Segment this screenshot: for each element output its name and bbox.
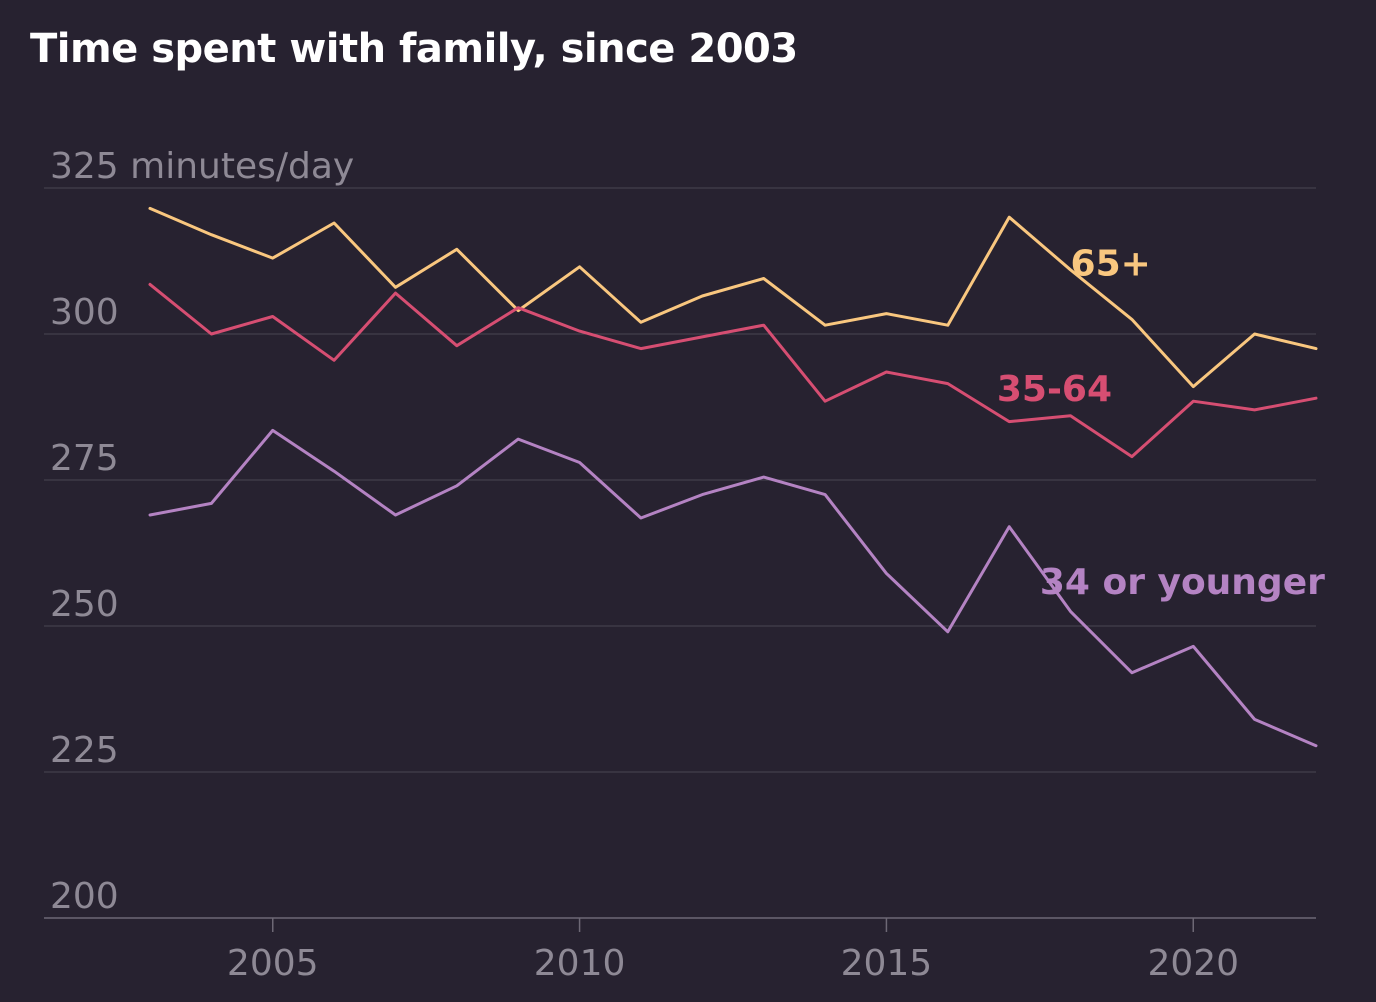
x-tick-label: 2015 [841, 943, 933, 984]
series-labels: 65+ 35-64 34 or younger [997, 244, 1325, 603]
series-line-34-or-younger [148, 428, 1318, 748]
y-tick-label: 275 [50, 438, 119, 479]
x-tick-label: 2010 [534, 943, 626, 984]
gridlines [44, 187, 1316, 919]
chart-title: Time spent with family, since 2003 [30, 26, 798, 72]
series-line-65 [148, 206, 1318, 389]
y-axis-ticks: 200 225 250 275 300 325 minutes/day [50, 146, 354, 917]
y-tick-label: 300 [50, 292, 119, 333]
series-lines [148, 206, 1318, 748]
x-tick-label: 2005 [227, 943, 319, 984]
series-label-35-64: 35-64 [997, 369, 1112, 410]
y-tick-label: 200 [50, 876, 119, 917]
series-label-65: 65+ [1071, 244, 1151, 285]
y-tick-label: 325 minutes/day [50, 146, 354, 187]
x-axis-ticks: 2005 2010 2015 2020 [227, 918, 1239, 984]
x-tick-label: 2020 [1147, 943, 1239, 984]
series-label-34-or-younger: 34 or younger [1040, 562, 1325, 603]
y-tick-label: 250 [50, 584, 119, 625]
y-tick-label: 225 [50, 730, 119, 771]
series-line-35-64 [148, 282, 1318, 459]
